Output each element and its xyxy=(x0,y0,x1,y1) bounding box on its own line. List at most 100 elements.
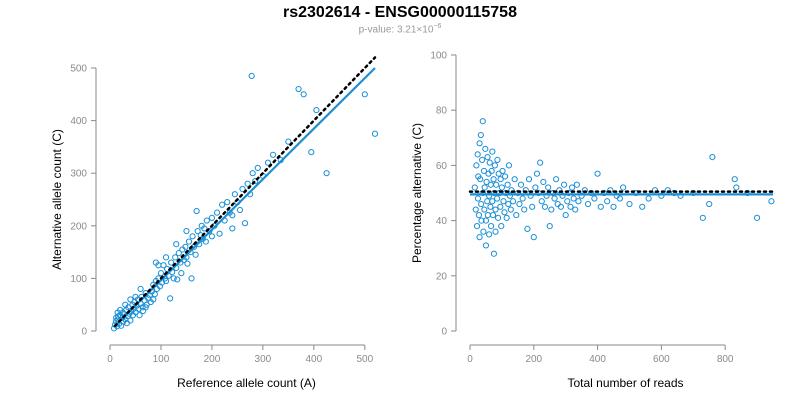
data-point xyxy=(219,201,226,208)
y-tick-label: 60 xyxy=(436,161,448,172)
data-point xyxy=(529,203,536,210)
reference-line xyxy=(113,56,377,327)
data-point xyxy=(182,243,189,250)
data-point xyxy=(482,242,490,249)
data-point xyxy=(473,162,480,169)
data-point xyxy=(494,156,501,163)
data-point xyxy=(481,184,488,191)
data-point xyxy=(137,285,144,293)
data-point xyxy=(490,250,498,257)
data-point xyxy=(484,211,491,219)
data-point xyxy=(545,184,552,191)
data-point xyxy=(706,200,713,208)
y-tick-label: 300 xyxy=(70,169,87,180)
data-point xyxy=(264,159,272,166)
data-point xyxy=(532,184,539,191)
data-point xyxy=(475,211,483,219)
data-point xyxy=(537,159,544,166)
data-point xyxy=(472,206,479,213)
y-axis-label: Percentage alternative (C) xyxy=(410,123,424,263)
data-point xyxy=(487,203,494,210)
data-point xyxy=(140,307,147,315)
data-point xyxy=(482,145,489,152)
data-point xyxy=(567,203,574,210)
x-tick-label: 200 xyxy=(525,354,542,365)
x-tick-label: 400 xyxy=(589,354,606,365)
x-tick-label: 200 xyxy=(204,354,221,365)
x-tick-label: 800 xyxy=(717,354,734,365)
data-point xyxy=(557,203,564,210)
x-axis-label: Reference allele count (A) xyxy=(177,376,316,390)
data-point xyxy=(170,275,177,282)
data-point xyxy=(553,176,560,183)
data-point xyxy=(229,212,236,219)
data-point xyxy=(607,187,614,194)
data-point xyxy=(323,170,330,177)
data-point xyxy=(564,198,571,205)
data-point xyxy=(551,195,558,202)
p-value-exponent: −6 xyxy=(433,23,442,30)
data-point xyxy=(202,238,209,245)
data-point xyxy=(490,176,497,183)
data-point xyxy=(505,200,512,208)
data-point xyxy=(499,167,506,175)
data-point xyxy=(548,206,555,213)
data-point xyxy=(486,231,493,238)
data-point xyxy=(506,192,513,199)
data-point xyxy=(249,170,256,177)
data-point xyxy=(562,211,569,219)
data-point xyxy=(486,159,493,166)
percentage-alternative-scatter-plot: 0 200 400 600 800 0 20 40 60 80 100 Total number of… xyxy=(410,51,775,390)
data-point xyxy=(201,225,208,232)
data-point xyxy=(541,203,549,210)
data-point xyxy=(132,308,139,316)
data-point xyxy=(491,162,498,169)
chart-subtitle: p-value: 3.21×10−6 xyxy=(0,23,800,35)
data-point xyxy=(185,238,193,245)
data-point xyxy=(213,209,221,216)
data-point xyxy=(208,214,216,222)
data-point xyxy=(616,195,624,202)
data-point xyxy=(478,217,485,224)
data-point xyxy=(471,184,478,191)
data-point xyxy=(556,187,563,194)
x-tick-label: 300 xyxy=(255,354,272,365)
y-tick-label: 20 xyxy=(436,271,448,282)
data-point xyxy=(300,91,307,98)
data-point xyxy=(241,220,249,227)
data-point xyxy=(559,192,566,199)
y-tick-label: 0 xyxy=(81,327,87,338)
data-point xyxy=(155,262,162,269)
data-point xyxy=(269,151,277,158)
data-point xyxy=(578,192,585,199)
data-point xyxy=(709,154,716,161)
data-point xyxy=(184,260,191,267)
data-point xyxy=(239,185,246,193)
y-tick-label: 40 xyxy=(436,216,448,227)
data-point xyxy=(632,189,639,197)
p-value-text: p-value: 3.21×10 xyxy=(358,24,434,36)
data-point xyxy=(488,167,495,175)
data-point xyxy=(651,187,659,194)
y-axis-label: Alternative allele count (C) xyxy=(50,129,64,270)
data-point xyxy=(178,270,185,277)
data-point xyxy=(473,223,481,230)
allele-count-scatter-plot: 0 100 200 300 400 500 0 100 200 300 400 500 Referenc… xyxy=(50,56,379,390)
data-point xyxy=(498,184,505,191)
data-point xyxy=(168,259,175,266)
data-point xyxy=(174,276,181,283)
data-point xyxy=(575,198,582,205)
data-point xyxy=(540,178,547,186)
data-point xyxy=(549,189,557,197)
y-tick-label: 0 xyxy=(441,327,447,338)
data-point xyxy=(496,189,503,197)
data-point xyxy=(538,198,545,205)
data-point xyxy=(487,181,494,188)
data-point xyxy=(645,195,652,202)
x-tick-label: 500 xyxy=(356,354,373,365)
data-point xyxy=(224,199,231,206)
data-point xyxy=(591,195,598,202)
data-point xyxy=(127,317,134,324)
data-point xyxy=(677,192,684,199)
data-point xyxy=(361,91,368,98)
